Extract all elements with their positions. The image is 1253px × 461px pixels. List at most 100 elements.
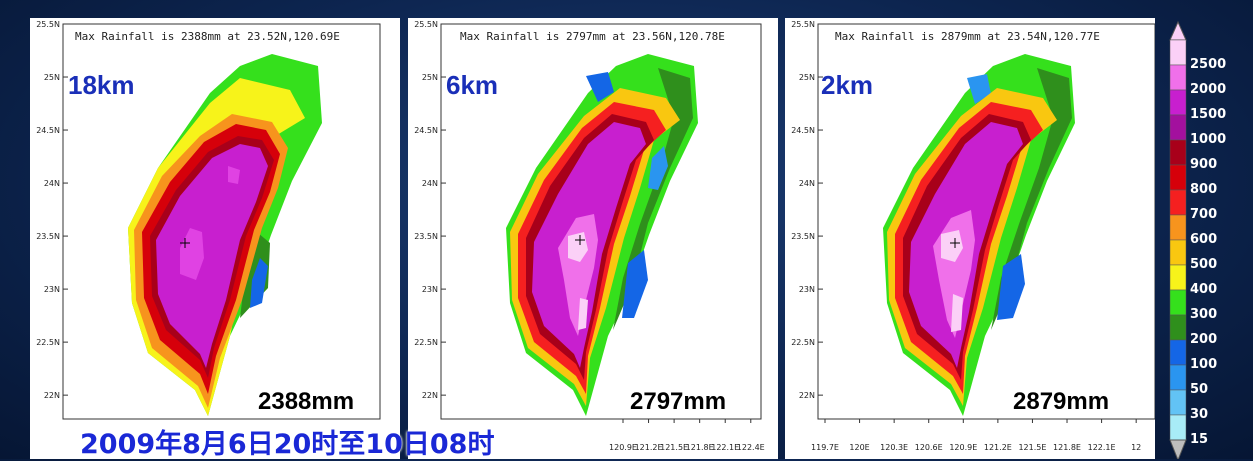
ytick-label: 25N: [799, 73, 815, 82]
rainfall-field: [506, 54, 698, 416]
ytick-label: 24.5N: [414, 126, 438, 135]
legend-swatch: [1169, 264, 1187, 291]
ytick-label: 24.5N: [36, 126, 60, 135]
legend-swatch: [1169, 189, 1187, 216]
legend-swatch: [1169, 114, 1187, 141]
ytick-label: 25.5N: [791, 20, 815, 29]
legend-swatch: [1169, 89, 1187, 116]
max-marker: [180, 238, 190, 248]
contour-100: [622, 250, 648, 318]
legend-boxes: [1169, 20, 1187, 459]
legend-label: 1500: [1190, 107, 1227, 122]
contour-100b: [586, 72, 614, 102]
ytick-label: 22.5N: [791, 338, 815, 347]
xtick-label: 122.4E: [737, 443, 765, 452]
legend-swatch: [1169, 214, 1187, 241]
legend-label: 900: [1190, 157, 1218, 172]
ytick-group: 25.5N 25N 24.5N 24N 23.5N 23N 22.5N 22N: [36, 20, 68, 400]
legend-swatch: [1169, 239, 1187, 266]
map-svg-6km: 25.5N 25N 24.5N 24N 23.5N 23N 22.5N 22N 120.9E1…: [414, 20, 765, 452]
ytick-label: 24N: [422, 179, 438, 188]
legend-label: 30: [1190, 407, 1209, 422]
legend-label: 100: [1190, 357, 1218, 372]
ytick-label: 22.5N: [36, 338, 60, 347]
chart-title: Max Rainfall is 2388mm at 23.52N,120.69E: [75, 30, 340, 43]
ytick-label: 24N: [799, 179, 815, 188]
xtick-label: 120.6E: [915, 443, 943, 452]
legend-label: 50: [1190, 382, 1209, 397]
legend-label: 600: [1190, 232, 1218, 247]
chart-title: Max Rainfall is 2797mm at 23.56N,120.78E: [460, 30, 725, 43]
ytick-label: 25.5N: [414, 20, 438, 29]
legend-label: 200: [1190, 332, 1218, 347]
ytick-label: 22N: [799, 391, 815, 400]
xtick-label: 119.7E: [811, 443, 839, 452]
xtick-group: 119.7E 120E 120.3E 120.6E 120.9E 121.2E 121.5E…: [811, 419, 1141, 452]
ytick-label: 22N: [44, 391, 60, 400]
legend-label: 15: [1190, 432, 1209, 447]
total-rainfall-label: 2879mm: [1013, 388, 1110, 415]
xtick-label: 122.1E: [1088, 443, 1116, 452]
resolution-label: 18km: [68, 70, 135, 100]
legend-label: 2000: [1190, 82, 1227, 97]
xtick-label: 121.8E: [1053, 443, 1081, 452]
ytick-label: 24N: [44, 179, 60, 188]
contour-2500b: [578, 298, 588, 330]
legend-swatch: [1169, 39, 1187, 66]
ytick-label: 22.5N: [414, 338, 438, 347]
ytick-label: 23.5N: [36, 232, 60, 241]
legend-label: 700: [1190, 207, 1218, 222]
legend-label: 2500: [1190, 57, 1227, 72]
ytick-label: 23.5N: [414, 232, 438, 241]
legend-label: 400: [1190, 282, 1218, 297]
legend-swatch: [1169, 364, 1187, 391]
xtick-label: 121.5E: [660, 443, 688, 452]
contour-1500: [156, 144, 268, 368]
resolution-label: 2km: [821, 70, 874, 100]
plot-frame: [440, 23, 762, 420]
legend-swatch: [1169, 389, 1187, 416]
plot-frame: [62, 23, 381, 420]
contour-50: [648, 146, 668, 190]
xtick-label: 122.1E: [711, 443, 739, 452]
legend-swatch: [1169, 339, 1187, 366]
contour-100: [997, 254, 1025, 320]
xtick-label: 121.2E: [984, 443, 1012, 452]
contour-2500b: [951, 294, 963, 332]
ytick-group: 25.5N 25N 24.5N 24N 23.5N 23N 22.5N 22N: [414, 20, 446, 400]
legend-swatch: [1169, 64, 1187, 91]
ytick-label: 23.5N: [791, 232, 815, 241]
ytick-label: 23N: [44, 285, 60, 294]
legend-label: 500: [1190, 257, 1218, 272]
contour-2000b: [228, 166, 240, 184]
total-rainfall-label: 2797mm: [630, 388, 727, 415]
xtick-label: 121.8E: [686, 443, 714, 452]
ytick-group: 25.5N 25N 24.5N 24N 23.5N 23N 22.5N 22N: [791, 20, 823, 400]
xtick-label: 120E: [849, 443, 869, 452]
legend-label: 800: [1190, 182, 1218, 197]
xtick-label: 120.3E: [880, 443, 908, 452]
legend-label: 1000: [1190, 132, 1227, 147]
map-panel-18km: 25.5N 25N 24.5N 24N 23.5N 23N 22.5N 22N Max Rai…: [30, 18, 400, 459]
plot-frame: [817, 23, 1155, 420]
legend-swatch: [1169, 139, 1187, 166]
ytick-label: 25N: [422, 73, 438, 82]
legend-swatch: [1169, 289, 1187, 316]
map-svg-2km: 25.5N 25N 24.5N 24N 23.5N 23N 22.5N 22N 119.7E 1…: [791, 20, 1155, 452]
map-panel-2km: 25.5N 25N 24.5N 24N 23.5N 23N 22.5N 22N 119.7E 1…: [785, 18, 1155, 459]
legend-swatch: [1169, 314, 1187, 341]
xtick-label: 12: [1131, 443, 1141, 452]
contour-50: [967, 74, 991, 104]
ytick-label: 25.5N: [36, 20, 60, 29]
rainfall-field: [128, 54, 322, 416]
ytick-label: 24.5N: [791, 126, 815, 135]
ytick-label: 23N: [422, 285, 438, 294]
ytick-label: 23N: [799, 285, 815, 294]
contour-100: [250, 258, 268, 308]
legend-swatch: [1169, 164, 1187, 191]
xtick-label: 121.2E: [635, 443, 663, 452]
contour-2500: [941, 230, 963, 262]
map-svg-18km: 25.5N 25N 24.5N 24N 23.5N 23N 22.5N 22N: [36, 20, 381, 420]
ytick-label: 22N: [422, 391, 438, 400]
